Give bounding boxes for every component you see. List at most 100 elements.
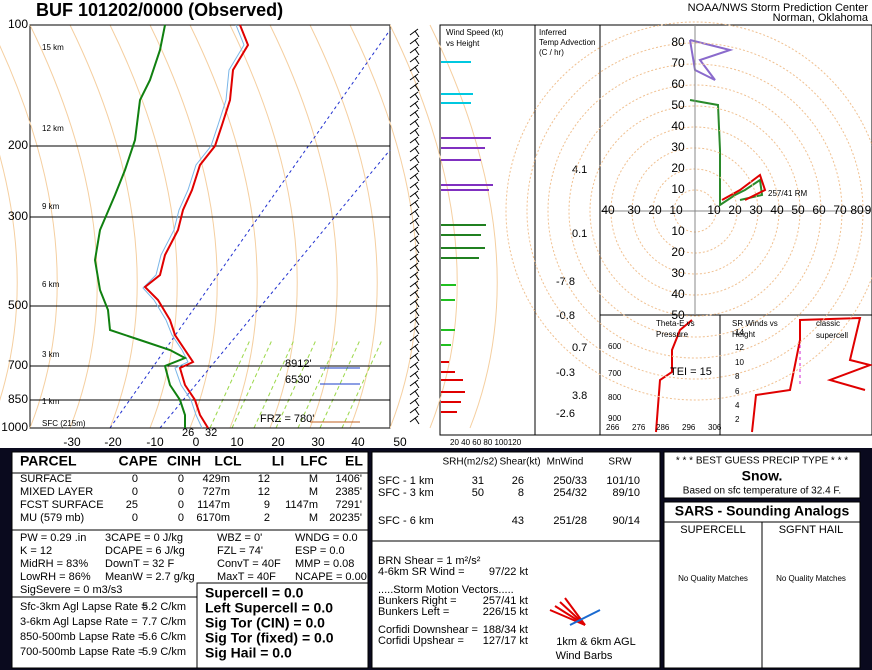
hodo-label: 70 [833, 203, 847, 217]
wind-barb [409, 352, 420, 362]
hodo-frame [599, 24, 872, 316]
brn: BRN Shear = 1 m²/s² [378, 555, 481, 567]
lapse-label: Sfc-3km Agl Lapse Rate = [20, 601, 147, 613]
parcel-box [11, 451, 369, 669]
hodo-label: 10 [707, 203, 721, 217]
motion-title: .....Storm Motion Vectors..... [378, 584, 514, 596]
mixing-ratio [275, 339, 317, 429]
axis-label: 6 [735, 387, 740, 396]
axis-label: 2 [735, 415, 740, 424]
wind-barb [409, 361, 420, 371]
hodo-upper [689, 39, 734, 81]
hodo-label: 40 [601, 203, 615, 217]
advection-value: 0.1 [572, 228, 587, 240]
hodo-label: 9 [865, 203, 872, 217]
index: ConvT = 40F [217, 558, 281, 570]
parcel-cell: 1406' [335, 473, 362, 485]
barb [554, 605, 586, 626]
axis-label: 306 [708, 423, 722, 432]
motion-label: Corfidi Upshear = [378, 635, 464, 647]
motion-value: 188/34 kt [483, 624, 528, 636]
precip-title: * * * BEST GUESS PRECIP TYPE * * * [676, 456, 848, 467]
sars-col: SUPERCELL [680, 524, 745, 536]
adiabat [349, 24, 418, 429]
mixing-ratio [319, 339, 361, 429]
kin-cell: 254/32 [553, 487, 587, 499]
hodo-label: 20 [671, 245, 685, 259]
kin-cell: SFC - 6 km [378, 515, 434, 527]
hodo-label: 80 [671, 35, 685, 49]
annotation: 8912' [285, 358, 312, 370]
parcel-cell: MIXED LAYER [20, 486, 93, 498]
height-label: 9 km [42, 202, 60, 211]
kin-cell: 250/33 [553, 475, 587, 487]
axis-label: 4 [735, 401, 740, 410]
hodo-label: 40 [671, 287, 685, 301]
index: MidRH = 83% [20, 558, 88, 570]
wind-barb [409, 163, 420, 173]
kin-cell: 89/10 [612, 487, 640, 499]
mixing-ratio [231, 339, 273, 429]
org: NOAA/NWS Storm Prediction Center [688, 2, 869, 14]
parcel-cell: 0 [132, 473, 138, 485]
wind-barb [409, 118, 420, 128]
advection-value: 3.8 [572, 390, 587, 402]
motion-value: 226/15 kt [483, 606, 528, 618]
motion-label: Corfidi Downshear = [378, 624, 478, 636]
wind-barb [409, 370, 420, 380]
wind-barb [409, 136, 420, 146]
kin-header: SRW [608, 457, 632, 468]
parcel-cell: 0 [178, 512, 184, 524]
srwind-frame [719, 314, 872, 436]
place: Norman, Oklahoma [773, 12, 869, 24]
profiles [93, 24, 872, 433]
index: PW = 0.29 .in [20, 532, 86, 544]
panel-title: Inferred [539, 28, 567, 37]
parcel-header: LI [272, 453, 284, 469]
note: classic [816, 319, 840, 328]
kin-cell: 43 [512, 515, 524, 527]
parcel-cell: 6170m [196, 512, 230, 524]
index: LowRH = 86% [20, 571, 91, 583]
temp-label: 50 [393, 435, 407, 449]
height-label: 15 km [42, 43, 64, 52]
hodo-label: 20 [728, 203, 742, 217]
precip-note: Based on sfc temperature of 32.4 F. [683, 486, 841, 497]
severe-index: Sig Tor (CIN) = 0.0 [205, 615, 325, 631]
annotation: 6530' [285, 374, 312, 386]
temperature [143, 24, 250, 429]
index: NCAPE = 0.00 [295, 571, 367, 583]
parcel-cell: 429m [202, 473, 230, 485]
adiabat [269, 24, 338, 429]
parcel-cell: M [309, 473, 318, 485]
parcel-cell: M [309, 486, 318, 498]
parcel-header: LCL [214, 453, 242, 469]
adiabat [29, 24, 98, 429]
mixing-ratio [253, 339, 295, 429]
hodo-label: 60 [812, 203, 826, 217]
kin-header: Shear(kt) [499, 457, 540, 468]
index: DCAPE = 6 J/kg [105, 545, 185, 557]
sars-msg: No Quality Matches [776, 574, 846, 583]
parcel-cell: 12 [258, 473, 270, 485]
hodo-label: 30 [671, 140, 685, 154]
mixing-ratio [297, 339, 339, 429]
wind-barb [409, 100, 420, 110]
wind-barb [409, 73, 420, 83]
advection-value: -0.3 [556, 367, 575, 379]
kin-cell: 50 [472, 487, 484, 499]
adiabat [0, 154, 18, 401]
kin-cell: 251/28 [553, 515, 587, 527]
mixing-ratio [341, 339, 383, 429]
index: 3CAPE = 0 J/kg [105, 532, 183, 544]
panel-title: Wind Speed (kt) [446, 28, 504, 37]
index: MMP = 0.08 [295, 558, 354, 570]
adiabat [389, 24, 458, 429]
height-label: 6 km [42, 280, 60, 289]
wind-barb [409, 37, 420, 47]
hodo-label: 30 [671, 266, 685, 280]
motion-value: 257/41 kt [483, 595, 528, 607]
index: DownT = 32 F [105, 558, 174, 570]
lapse-value: 7.7 C/km [142, 616, 186, 628]
adiabat [149, 24, 218, 429]
